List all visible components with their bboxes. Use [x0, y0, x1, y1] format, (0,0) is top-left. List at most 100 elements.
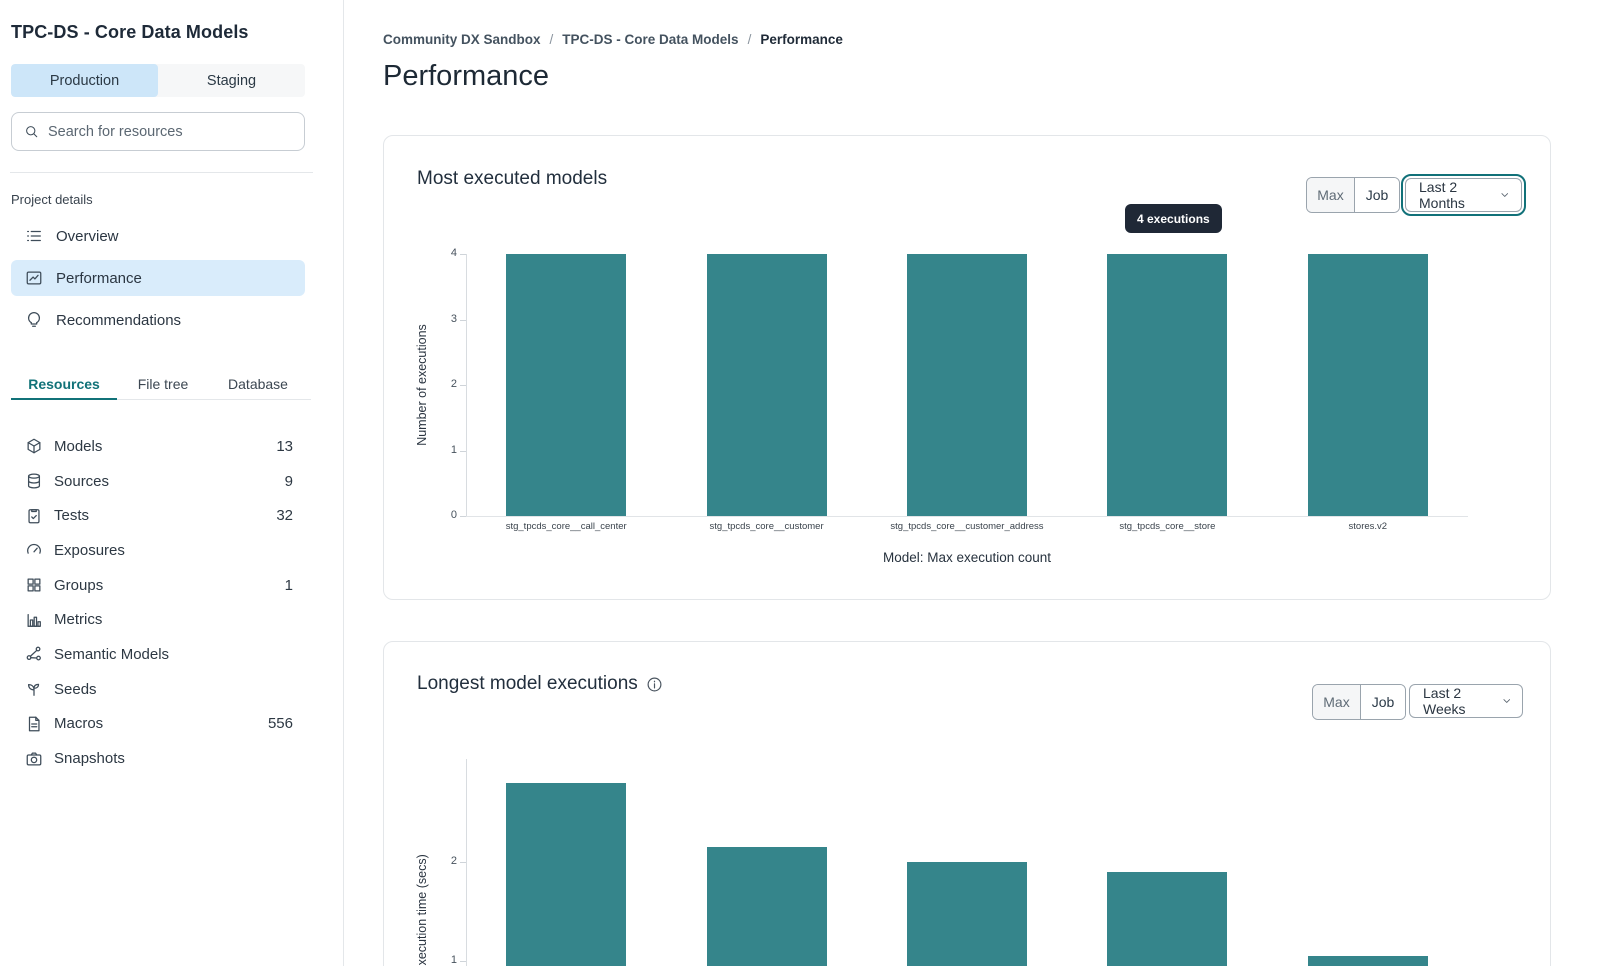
breadcrumb-item[interactable]: Community DX Sandbox — [383, 32, 541, 47]
search-input[interactable] — [48, 123, 292, 140]
y-tick-mark — [460, 319, 466, 321]
resource-item-label: Groups — [54, 576, 104, 594]
chart1-range-select[interactable]: Last 2 Months — [1401, 174, 1526, 216]
tab-file-tree[interactable]: File tree — [137, 375, 189, 392]
y-tick-mark — [460, 516, 466, 517]
bar-series-1[interactable] — [706, 847, 827, 966]
chart2-title: Longest model executions — [417, 673, 663, 695]
network-icon — [25, 645, 43, 663]
y-tick-mark — [460, 961, 466, 962]
bar-stg_tpcds_core__call_center[interactable] — [506, 254, 627, 516]
y-tick-label: 3 — [450, 312, 457, 325]
bar-stores.v2[interactable] — [1307, 254, 1428, 516]
clipboard-check-icon — [25, 507, 43, 525]
breadcrumb-separator: / — [549, 32, 554, 47]
resource-tabs-border — [11, 399, 311, 400]
y-tick-mark — [460, 450, 466, 452]
y-tick-label: 2 — [450, 378, 457, 390]
sidebar-item-label: Performance — [56, 269, 142, 287]
breadcrumb: Community DX Sandbox / TPC-DS - Core Data … — [383, 32, 843, 47]
resource-item-label: Metrics — [54, 611, 103, 629]
resource-item-label: Semantic Models — [54, 645, 170, 663]
chart1-max-button[interactable]: Max — [1307, 178, 1354, 212]
y-axis-line — [466, 254, 467, 516]
search-box[interactable] — [11, 112, 305, 151]
y-tick-label: 4 — [450, 247, 457, 259]
bar-series-4[interactable] — [1307, 956, 1428, 966]
main-content: Community DX Sandbox / TPC-DS - Core Data … — [345, 0, 1621, 966]
chart1-max-job-toggle: Max Job — [1306, 177, 1400, 213]
most-executed-models-card: Most executed models Max Job Last 2 Mont… — [383, 135, 1551, 600]
resource-item-tests[interactable]: Tests 32 — [0, 498, 311, 533]
chevron-down-icon — [1501, 694, 1513, 708]
y-tick-label: 1 — [450, 443, 457, 456]
breadcrumb-separator: / — [747, 32, 752, 47]
resource-item-snapshots[interactable]: Snapshots — [0, 741, 311, 776]
chevron-down-icon — [1499, 188, 1511, 202]
project-title: TPC-DS - Core Data Models — [11, 22, 249, 42]
sidebar-item-performance[interactable]: Performance — [11, 260, 305, 296]
info-icon[interactable] — [646, 676, 663, 693]
lightbulb-icon — [25, 311, 43, 329]
y-tick-label: 2 — [450, 855, 457, 867]
bar-stg_tpcds_core__customer[interactable] — [706, 254, 827, 516]
bar-stg_tpcds_core__store[interactable] — [1107, 254, 1228, 516]
resource-item-seeds[interactable]: Seeds — [0, 672, 311, 707]
chart1-tooltip: 4 executions — [1125, 204, 1222, 233]
x-axis-title: Model: Max execution count — [882, 550, 1052, 565]
resource-list: Models 13 Sources 9 Tests 32 Exposures Groups 1 M… — [0, 429, 311, 776]
y-axis-line — [466, 759, 467, 966]
cube-icon — [25, 437, 43, 455]
y-tick-mark — [460, 254, 466, 255]
resource-item-count: 32 — [276, 507, 293, 525]
sidebar-item-overview[interactable]: Overview — [11, 218, 305, 254]
resource-item-exposures[interactable]: Exposures — [0, 533, 311, 568]
bar-series-0[interactable] — [506, 782, 627, 966]
sidebar-item-recommendations[interactable]: Recommendations — [11, 302, 305, 338]
x-axis-line — [466, 516, 1468, 517]
breadcrumb-item: Performance — [760, 32, 843, 47]
resource-item-label: Models — [54, 437, 103, 455]
page-title: Performance — [383, 60, 550, 92]
chart-line-icon — [25, 269, 43, 287]
resource-item-label: Exposures — [54, 541, 125, 559]
resource-item-metrics[interactable]: Metrics — [0, 602, 311, 637]
env-tab-production[interactable]: Production — [11, 64, 158, 97]
y-tick-label: 1 — [450, 954, 457, 966]
x-tick-label: stores.v2 — [1348, 521, 1388, 532]
list-icon — [25, 227, 43, 245]
resource-item-sources[interactable]: Sources 9 — [0, 464, 311, 499]
seedling-icon — [25, 680, 43, 698]
env-tab-staging[interactable]: Staging — [206, 72, 257, 89]
resource-item-count: 13 — [276, 437, 293, 455]
tab-database[interactable]: Database — [228, 375, 288, 392]
resource-tab-active-underline — [11, 397, 117, 400]
sidebar: TPC-DS - Core Data Models Production Stag… — [0, 0, 344, 966]
resource-item-groups[interactable]: Groups 1 — [0, 568, 311, 603]
chart2-max-job-toggle: Max Job — [1312, 684, 1406, 720]
resource-item-semantic-models[interactable]: Semantic Models — [0, 637, 311, 672]
chart1-title: Most executed models — [417, 168, 608, 189]
tab-resources[interactable]: Resources — [28, 375, 100, 392]
y-axis-title: Execution time (secs) — [415, 853, 429, 966]
resource-item-models[interactable]: Models 13 — [0, 429, 311, 464]
breadcrumb-item[interactable]: TPC-DS - Core Data Models — [562, 32, 739, 47]
gauge-icon — [25, 541, 43, 559]
resource-tabs: Resources File tree Database — [11, 368, 307, 399]
bar-stg_tpcds_core__customer_address[interactable] — [907, 254, 1027, 516]
sidebar-divider — [10, 172, 313, 173]
chart2-max-button[interactable]: Max — [1313, 685, 1360, 719]
resource-item-label: Snapshots — [54, 750, 125, 768]
y-axis-title: Number of executions — [415, 324, 429, 446]
x-tick-label: stg_tpcds_core__store — [1119, 521, 1216, 532]
resource-item-macros[interactable]: Macros 556 — [0, 707, 311, 742]
y-tick-mark — [460, 862, 466, 863]
bar-series-2[interactable] — [907, 862, 1027, 966]
chart1-job-button[interactable]: Job — [1354, 178, 1399, 212]
chart2-job-button[interactable]: Job — [1360, 685, 1405, 719]
bar-series-3[interactable] — [1107, 871, 1228, 966]
project-details-label: Project details — [11, 192, 93, 207]
file-icon — [25, 715, 43, 733]
chart2-range-select[interactable]: Last 2 Weeks — [1409, 684, 1523, 718]
resource-item-count: 1 — [284, 576, 293, 594]
